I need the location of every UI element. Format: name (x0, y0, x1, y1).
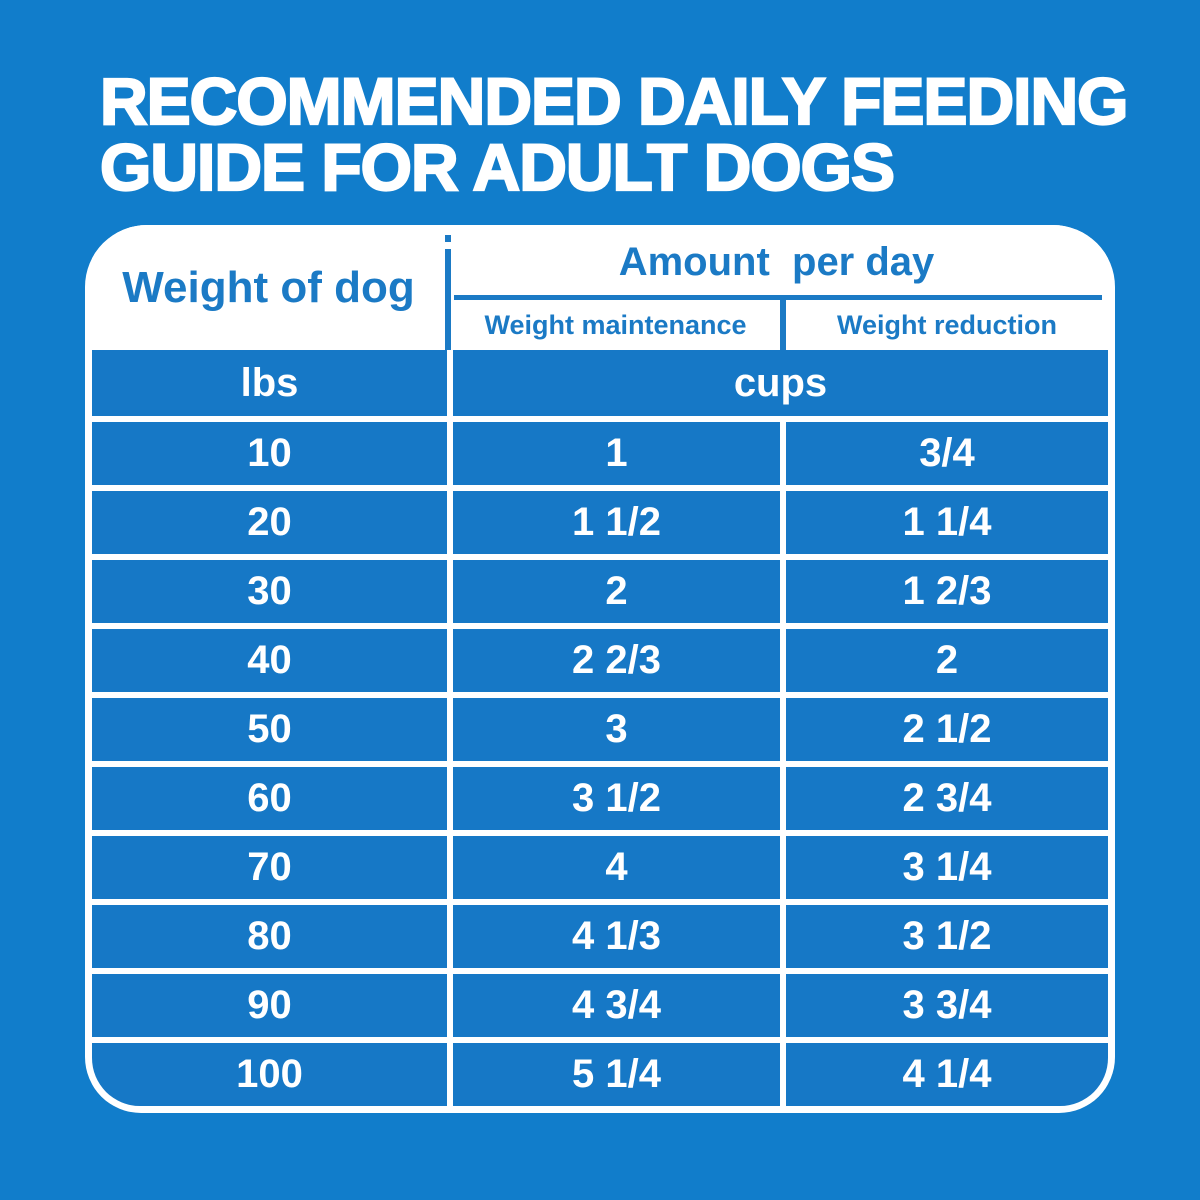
row-90-reduction: 3 3/4 (786, 974, 1108, 1037)
table-body: lbs cups 10 1 3/4 20 1 1/2 1 1/4 30 2 1 … (92, 350, 1108, 1106)
row-10-maintenance: 1 (453, 422, 780, 485)
row-100-reduction: 4 1/4 (786, 1043, 1108, 1106)
row-20-reduction: 1 1/4 (786, 491, 1108, 554)
row-10-lbs: 10 (92, 422, 447, 485)
row-30-maintenance: 2 (453, 560, 780, 623)
column-header-weight-maintenance: Weight maintenance (484, 309, 747, 340)
subheader-vertical-divider (780, 295, 786, 350)
row-90-maintenance: 4 3/4 (453, 974, 780, 1037)
row-30-lbs: 30 (92, 560, 447, 623)
units-cell-lbs: lbs (92, 350, 447, 416)
row-50-reduction: 2 1/2 (786, 698, 1108, 761)
row-50-maintenance: 3 (453, 698, 780, 761)
column-header-weight-of-dog: Weight of dog (122, 262, 415, 312)
row-40-maintenance: 2 2/3 (453, 629, 780, 692)
header-horizontal-divider (454, 295, 1102, 300)
units-cell-cups: cups (453, 350, 1108, 416)
page-title-line1: RECOMMENDED DAILY FEEDING (99, 64, 1130, 138)
row-30-reduction: 1 2/3 (786, 560, 1108, 623)
column-header-amount-per-day: Amount per day (618, 240, 935, 284)
row-40-reduction: 2 (786, 629, 1108, 692)
row-70-reduction: 3 1/4 (786, 836, 1108, 899)
row-100-lbs: 100 (92, 1043, 447, 1106)
row-60-reduction: 2 3/4 (786, 767, 1108, 830)
row-50-lbs: 50 (92, 698, 447, 761)
row-40-lbs: 40 (92, 629, 447, 692)
feeding-guide-table: Weight of dog Amount per day Weight main… (85, 225, 1115, 1113)
row-80-lbs: 80 (92, 905, 447, 968)
row-80-reduction: 3 1/2 (786, 905, 1108, 968)
header-divider-dot (445, 235, 451, 242)
page-title: RECOMMENDED DAILY FEEDING GUIDE FOR ADUL… (99, 64, 1130, 204)
row-20-maintenance: 1 1/2 (453, 491, 780, 554)
row-60-maintenance: 3 1/2 (453, 767, 780, 830)
page-title-line2: GUIDE FOR ADULT DOGS (99, 130, 896, 204)
header-vertical-divider (445, 249, 451, 350)
row-100-maintenance: 5 1/4 (453, 1043, 780, 1106)
row-60-lbs: 60 (92, 767, 447, 830)
row-90-lbs: 90 (92, 974, 447, 1037)
column-header-weight-reduction: Weight reduction (837, 309, 1057, 340)
row-70-lbs: 70 (92, 836, 447, 899)
row-10-reduction: 3/4 (786, 422, 1108, 485)
table-header: Weight of dog Amount per day Weight main… (92, 225, 1108, 350)
row-80-maintenance: 4 1/3 (453, 905, 780, 968)
row-20-lbs: 20 (92, 491, 447, 554)
row-70-maintenance: 4 (453, 836, 780, 899)
